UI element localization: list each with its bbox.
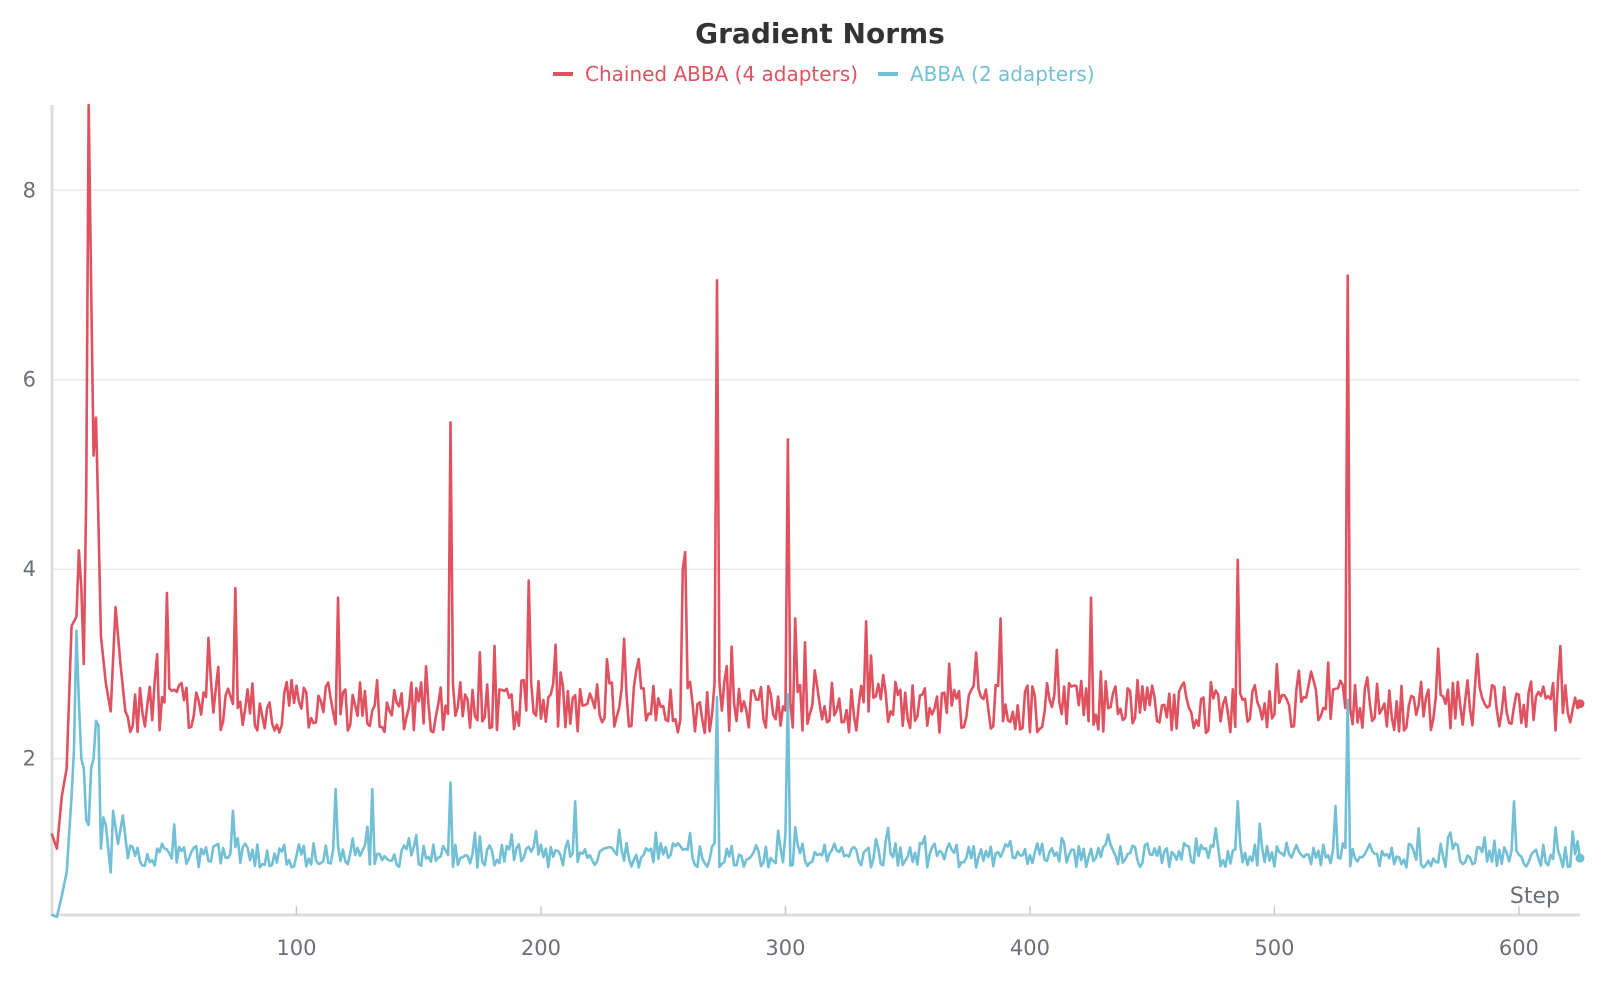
x-axis-title: Step	[1510, 884, 1560, 909]
y-tick-label: 8	[23, 178, 36, 202]
series-end-marker[interactable]	[1575, 853, 1585, 863]
x-tick-label: 100	[276, 936, 316, 960]
series-layer	[50, 103, 1585, 919]
series-line-abba[interactable]	[50, 629, 1582, 919]
chart-title: Gradient Norms	[695, 17, 945, 50]
y-tick-label: 6	[23, 368, 36, 392]
x-tick-label: 200	[521, 936, 561, 960]
grid-layer: 2 4 6 8	[23, 178, 1580, 771]
x-tick-label: 300	[765, 936, 805, 960]
series-line-chained-abba[interactable]	[50, 103, 1582, 850]
axis-layer: 100 200 300 400 500 600	[50, 105, 1580, 960]
x-tick-label: 600	[1499, 936, 1539, 960]
legend[interactable]: Chained ABBA (4 adapters) ABBA (2 adapte…	[553, 62, 1095, 86]
series-end-marker[interactable]	[1575, 699, 1585, 709]
legend-label-abba[interactable]: ABBA (2 adapters)	[910, 62, 1095, 86]
y-tick-label: 2	[23, 747, 36, 771]
y-tick-label: 4	[23, 557, 36, 581]
x-tick-label: 400	[1010, 936, 1050, 960]
legend-label-chained-abba[interactable]: Chained ABBA (4 adapters)	[585, 62, 858, 86]
x-tick-label: 500	[1254, 936, 1294, 960]
